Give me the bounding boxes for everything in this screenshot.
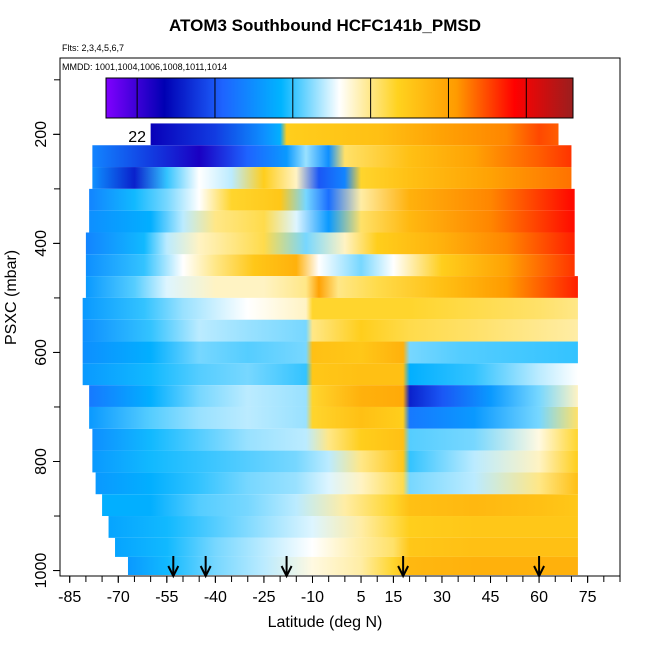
heatmap-row [150,123,559,146]
x-tick-label: -70 [107,589,130,606]
flights-label: Flts: 2,3,4,5,6,7 [62,43,125,53]
x-tick-label: -55 [155,589,178,606]
x-tick-label: 75 [579,589,597,606]
heatmap-row [92,428,578,451]
heatmap-row [89,188,575,211]
heatmap-row [85,276,578,298]
heatmap-row [85,232,575,255]
profile-arrows [167,556,545,579]
y-tick-label: 400 [33,230,50,257]
y-tick-label: 600 [33,339,50,366]
heatmap-row [115,537,578,557]
heatmap-row [82,341,578,364]
heatmap-row [108,516,578,538]
heatmap-row [95,472,578,495]
x-tick-label: 15 [385,589,403,606]
heatmap-row [92,145,572,168]
axes: -85 -70 -55 -40 -25 -10 5 15 30 45 60 75 200 400 600 80… [33,79,621,606]
heatmap-row [92,450,578,473]
heatmap-row [82,319,578,342]
x-axis-label: Latitude (deg N) [267,614,383,631]
plot-frame [59,57,621,577]
x-tick-label: -85 [58,589,81,606]
x-tick-label: 60 [530,589,548,606]
heatmap-rows [82,123,578,575]
heatmap-row [85,254,575,277]
colorbar-rect [105,77,574,119]
x-tick-label: -40 [204,589,227,606]
heatmap-row [92,167,572,189]
heatmap-row [127,556,578,575]
chart-title: ATOM3 Southbound HCFC141b_PMSD [169,16,481,35]
x-tick-label: 5 [357,589,366,606]
heatmap-row [89,385,578,407]
y-tick-label: 1000 [33,553,50,589]
x-tick-label: -25 [252,589,275,606]
heatmap-row [82,297,578,320]
heatmap-row [89,406,578,429]
heatmap-row [102,494,578,517]
y-tick-label: 200 [33,121,50,148]
mmdd-label: MMDD: 1001,1004,1006,1008,1011,1014 [62,62,227,72]
y-tick-label: 800 [33,448,50,475]
x-tick-label: 30 [433,589,451,606]
heatmap-row [82,363,578,386]
heatmap-row [89,210,575,233]
colorbar-tick-label: 22 [128,129,146,146]
x-tick-label: 45 [482,589,500,606]
x-tick-label: -10 [301,589,324,606]
